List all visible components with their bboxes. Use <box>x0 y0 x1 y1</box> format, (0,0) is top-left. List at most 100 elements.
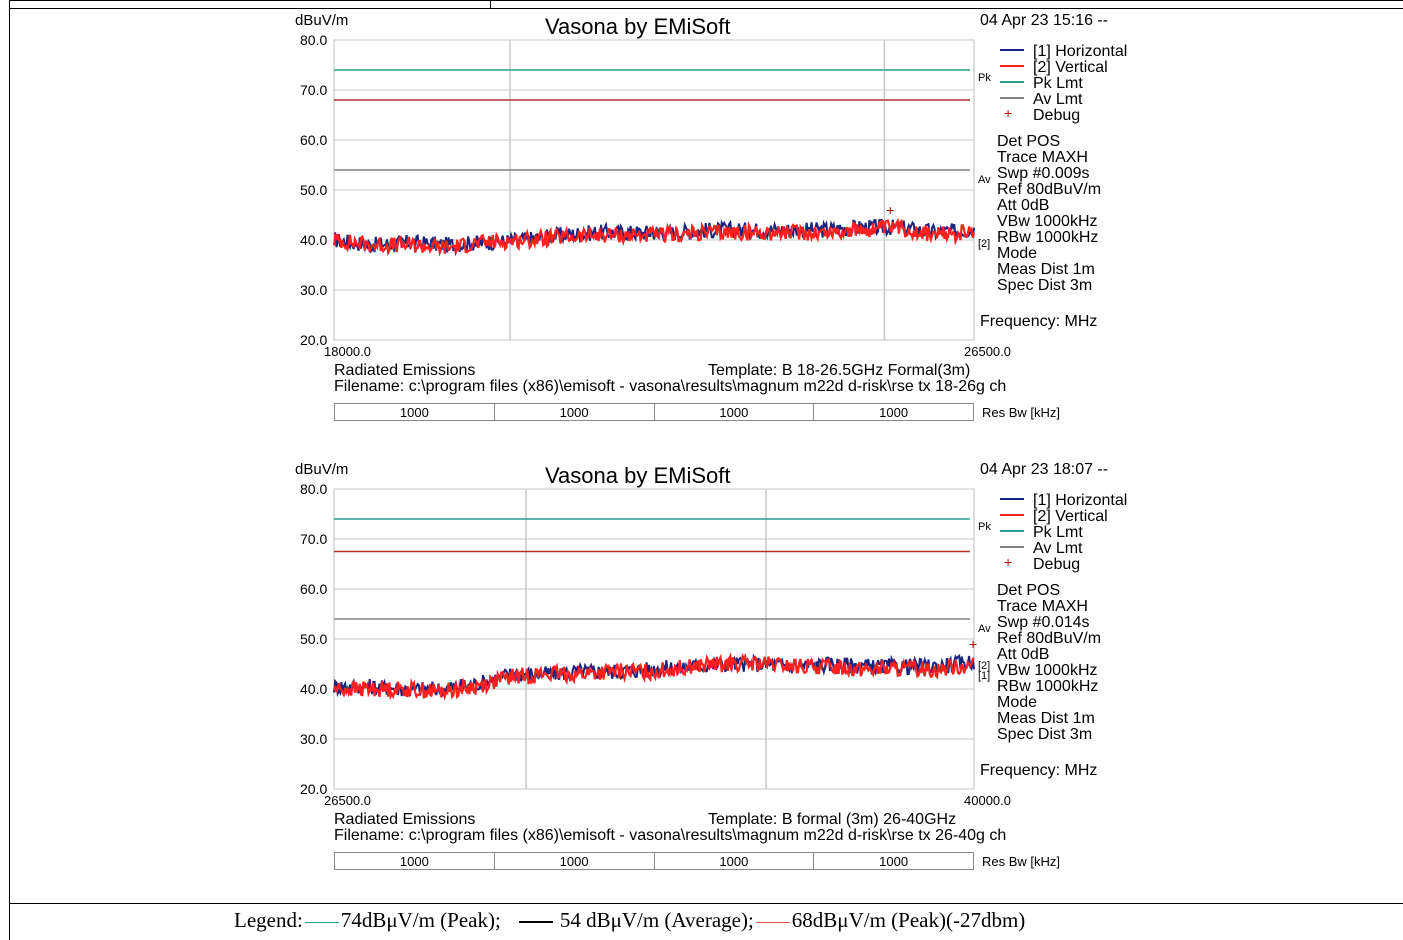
frame-legend-top <box>9 903 1403 904</box>
setting-trace: Trace MAXH <box>997 149 1088 166</box>
legend-item-debug: Debug <box>1033 107 1081 124</box>
setting-swp: Swp #0.009s <box>997 165 1090 182</box>
resbw-cell: 1000 <box>813 852 974 870</box>
trace-vertical <box>332 652 975 701</box>
setting-det: Det POS <box>997 133 1061 150</box>
resbw-table: 1000 1000 1000 1000 <box>334 852 974 870</box>
pk-mark: Pk <box>978 72 991 84</box>
frequency-axis-label: Frequency: MHz <box>980 762 1098 779</box>
footer-title: Radiated Emissions <box>334 811 476 828</box>
legend-average-line <box>518 921 553 924</box>
setting-meas-dist: Meas Dist 1m <box>997 710 1095 727</box>
resbw-cell: 1000 <box>653 852 815 870</box>
setting-vbw: VBw 1000kHz <box>997 662 1098 679</box>
y-unit-label: dBuV/m <box>295 12 349 29</box>
trace-vertical <box>332 217 976 257</box>
chart-title: Vasona by EMiSoft <box>545 463 731 488</box>
swatch-debug: + <box>1004 554 1012 570</box>
timestamp: 04 Apr 23 18:07 -- <box>980 461 1109 478</box>
debug-marker: + <box>969 636 977 652</box>
legend-list: [1] Horizontal [2] Vertical Pk Lmt Av Lm… <box>1033 44 1127 124</box>
legend-item-av-limit: Av Lmt <box>1033 540 1083 557</box>
setting-rbw: RBw 1000kHz <box>997 678 1099 695</box>
x-tick-label: 26500.0 <box>324 793 371 808</box>
setting-rbw: RBw 1000kHz <box>997 229 1099 246</box>
legend-item-av-limit: Av Lmt <box>1033 91 1083 108</box>
setting-spec-dist: Spec Dist 3m <box>997 277 1093 294</box>
setting-ref: Ref 80dBuV/m <box>997 181 1102 198</box>
pk-mark: Pk <box>978 521 991 533</box>
legend-average-text: 54 dBμV/m (Average); <box>559 908 754 932</box>
legend-item-pk-limit: Pk Lmt <box>1033 75 1083 92</box>
x-tick-label: 40000.0 <box>964 793 1011 808</box>
settings-list: Det POS Trace MAXH Swp #0.009s Ref 80dBu… <box>997 134 1101 294</box>
legend-item-horizontal: [1] Horizontal <box>1033 43 1128 60</box>
y-tick-label: 70.0 <box>300 82 327 98</box>
footer-title: Radiated Emissions <box>334 362 476 379</box>
setting-att: Att 0dB <box>997 197 1050 214</box>
legend-swatches: + <box>1000 498 1024 570</box>
template-label: Template: B 18-26.5GHz Formal(3m) <box>708 362 971 379</box>
resbw-table: 1000 1000 1000 1000 <box>334 403 974 421</box>
frame-top-divider <box>490 0 491 9</box>
timestamp: 04 Apr 23 15:16 -- <box>980 12 1109 29</box>
legend-peak-line <box>304 921 339 923</box>
y-tick-label: 60.0 <box>300 581 327 597</box>
y-tick-label: 80.0 <box>300 481 327 497</box>
y-tick-label: 50.0 <box>300 631 327 647</box>
setting-ref: Ref 80dBuV/m <box>997 630 1102 647</box>
emissions-chart-2: dBuV/m Vasona by EMiSoft 04 Apr 23 18:07… <box>290 459 1140 879</box>
setting-swp: Swp #0.014s <box>997 614 1090 631</box>
legend-prefix: Legend: <box>234 908 303 932</box>
legend-peak-text: 74dBμV/m (Peak); <box>340 908 501 932</box>
frame-left <box>9 0 10 940</box>
resbw-label: Res Bw [kHz] <box>982 405 1061 420</box>
legend-red-line <box>755 921 790 923</box>
setting-mode: Mode <box>997 694 1038 711</box>
setting-att: Att 0dB <box>997 646 1050 663</box>
resbw-cell: 1000 <box>813 403 974 421</box>
setting-det: Det POS <box>997 582 1061 599</box>
legend-red-text: 68dBμV/m (Peak)(-27dbm) <box>791 908 1026 932</box>
av-mark: Av <box>978 623 991 635</box>
emissions-chart-1: dBuV/m Vasona by EMiSoft 04 Apr 23 15:16… <box>290 10 1140 430</box>
y-tick-label: 70.0 <box>300 531 327 547</box>
resbw-label: Res Bw [kHz] <box>982 854 1061 869</box>
setting-meas-dist: Meas Dist 1m <box>997 261 1095 278</box>
av-mark: Av <box>978 174 991 186</box>
swatch-debug: + <box>1004 105 1012 121</box>
trace-mark: [2][1] <box>978 660 991 682</box>
frame-top <box>9 0 1403 1</box>
settings-list: Det POS Trace MAXH Swp #0.014s Ref 80dBu… <box>997 583 1101 743</box>
legend-list: [1] Horizontal [2] Vertical Pk Lmt Av Lm… <box>1033 493 1127 573</box>
y-tick-label: 40.0 <box>300 232 327 248</box>
y-tick-label: 30.0 <box>300 731 327 747</box>
frame-top-row-bottom <box>9 8 1403 9</box>
resbw-cell: 1000 <box>334 852 495 870</box>
resbw-cell: 1000 <box>334 403 495 421</box>
x-tick-label: 26500.0 <box>964 344 1011 359</box>
y-unit-label: dBuV/m <box>295 461 349 478</box>
legend-item-vertical: [2] Vertical <box>1033 508 1108 525</box>
legend-row: Legend: 74dBμV/m (Peak); 54 dBμV/m (Avera… <box>234 908 1025 933</box>
setting-vbw: VBw 1000kHz <box>997 213 1098 230</box>
setting-trace: Trace MAXH <box>997 598 1088 615</box>
y-tick-label: 80.0 <box>300 32 327 48</box>
chart-title: Vasona by EMiSoft <box>545 14 731 39</box>
resbw-cell: 1000 <box>493 403 655 421</box>
y-tick-label: 30.0 <box>300 282 327 298</box>
filename-label: Filename: c:\program files (x86)\emisoft… <box>334 378 1007 395</box>
legend-item-pk-limit: Pk Lmt <box>1033 524 1083 541</box>
y-tick-label: 20.0 <box>300 332 327 348</box>
legend-item-horizontal: [1] Horizontal <box>1033 492 1128 509</box>
resbw-cell: 1000 <box>653 403 815 421</box>
debug-marker: + <box>886 202 894 218</box>
trace-mark: [2] <box>978 238 991 250</box>
y-tick-label: 50.0 <box>300 182 327 198</box>
y-tick-label: 40.0 <box>300 681 327 697</box>
y-tick-label: 60.0 <box>300 132 327 148</box>
setting-spec-dist: Spec Dist 3m <box>997 726 1093 743</box>
frequency-axis-label: Frequency: MHz <box>980 313 1098 330</box>
